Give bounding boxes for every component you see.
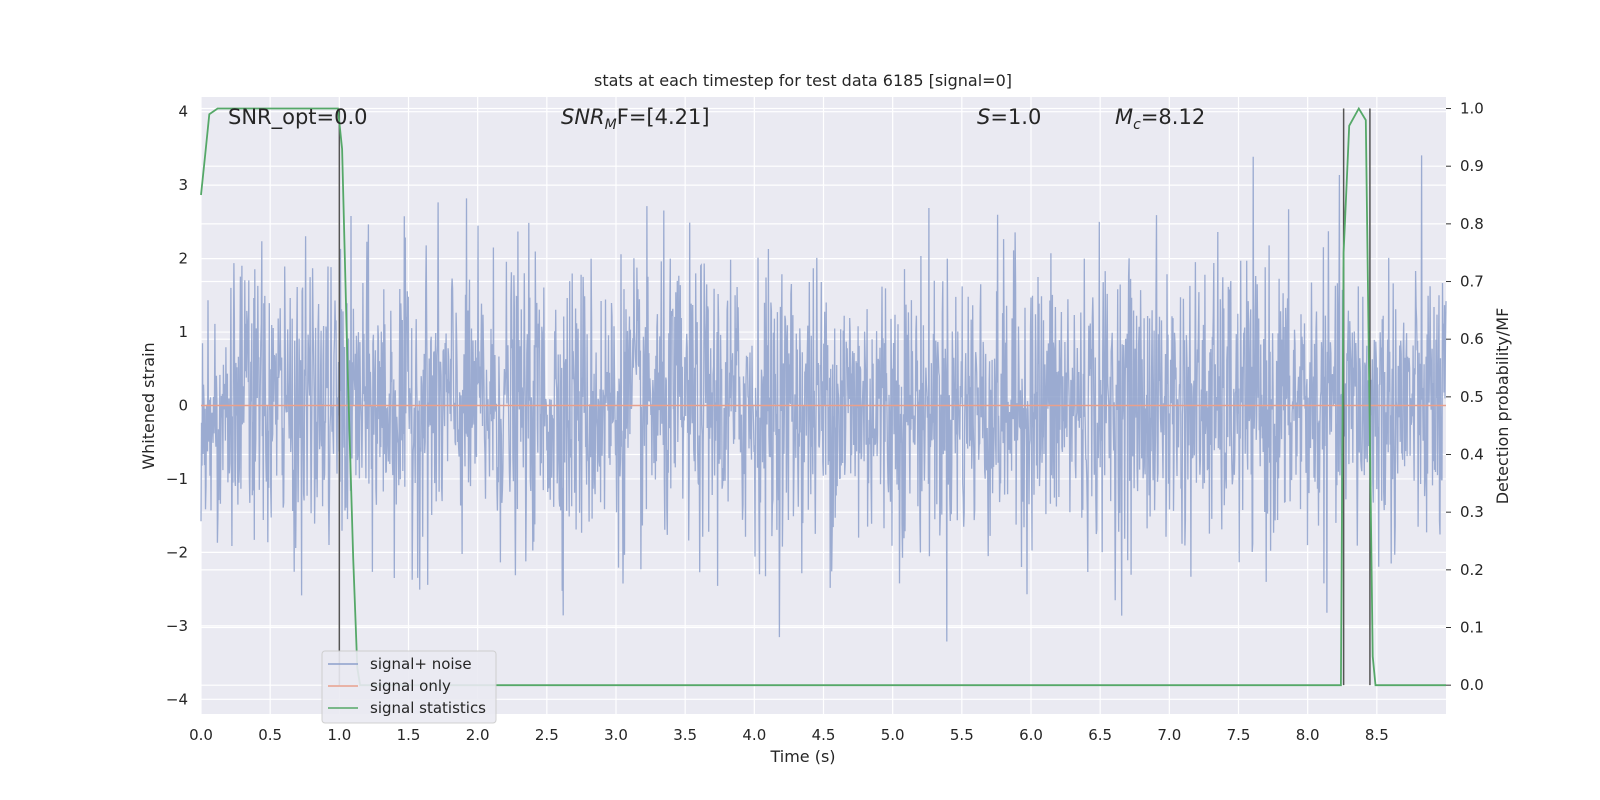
x-tick-label: 8.5 bbox=[1365, 726, 1389, 744]
y-tick-labels: 4 3 2 1 0 −1 −2 −3 −4 bbox=[166, 103, 188, 709]
x-tick-label: 0.0 bbox=[189, 726, 213, 744]
x-tick-label: 7.5 bbox=[1227, 726, 1251, 744]
y-tick-label: 2 bbox=[178, 250, 188, 268]
y-tick-label: −2 bbox=[166, 543, 188, 561]
annotation-s: S=1.0 bbox=[977, 105, 1041, 129]
x-tick-label: 3.5 bbox=[673, 726, 697, 744]
y-right-tick-label: 0.0 bbox=[1460, 676, 1484, 694]
x-tick-label: 7.0 bbox=[1157, 726, 1181, 744]
y-tick-label: 1 bbox=[178, 323, 188, 341]
y-tick-label: −3 bbox=[166, 617, 188, 635]
x-tick-label: 2.5 bbox=[535, 726, 559, 744]
x-tick-label: 5.5 bbox=[950, 726, 974, 744]
y-right-tick-label: 0.8 bbox=[1460, 215, 1484, 233]
legend: signal+ noise signal only signal statist… bbox=[321, 650, 497, 724]
legend-label-statistics: signal statistics bbox=[370, 699, 486, 717]
x-tick-label: 4.5 bbox=[812, 726, 836, 744]
x-tick-label: 3.0 bbox=[604, 726, 628, 744]
y-right-tick-label: 0.7 bbox=[1460, 273, 1484, 291]
y-right-tick-label: 1.0 bbox=[1460, 100, 1484, 118]
chart-title: stats at each timestep for test data 618… bbox=[594, 71, 1012, 90]
x-tick-labels: 0.0 0.5 1.0 1.5 2.0 2.5 3.0 3.5 4.0 4.5 5.0 5.5 6.0 6… bbox=[189, 726, 1389, 744]
y-tick-label: −1 bbox=[166, 470, 188, 488]
y-right-tick-label: 0.5 bbox=[1460, 388, 1484, 406]
annotation-snr-mf: SNRMF=[4.21] bbox=[561, 105, 710, 133]
y-right-tick-label: 0.6 bbox=[1460, 330, 1484, 348]
y-tick-label: 3 bbox=[178, 176, 188, 194]
y-right-axis-label: Detection probability/MF bbox=[1493, 308, 1512, 505]
y-tick-label: 4 bbox=[178, 103, 188, 121]
x-tick-label: 8.0 bbox=[1296, 726, 1320, 744]
y-right-tick-labels: 1.0 0.9 0.8 0.7 0.6 0.5 0.4 0.3 0.2 0.1 0.0 bbox=[1446, 100, 1484, 694]
x-tick-label: 2.0 bbox=[466, 726, 490, 744]
y-right-tick-label: 0.3 bbox=[1460, 503, 1484, 521]
y-right-tick-label: 0.9 bbox=[1460, 157, 1484, 175]
annotation-mc: Mc=8.12 bbox=[1115, 105, 1205, 133]
series-signal-noise bbox=[200, 155, 1447, 642]
x-tick-label: 6.0 bbox=[1019, 726, 1043, 744]
x-tick-label: 6.5 bbox=[1088, 726, 1112, 744]
x-tick-label: 0.5 bbox=[258, 726, 282, 744]
x-tick-label: 4.0 bbox=[742, 726, 766, 744]
legend-label-signal-only: signal only bbox=[370, 677, 451, 695]
x-tick-label: 1.5 bbox=[397, 726, 421, 744]
x-tick-label: 1.0 bbox=[327, 726, 351, 744]
x-tick-label: 5.0 bbox=[881, 726, 905, 744]
legend-box bbox=[321, 650, 497, 724]
legend-label-noise: signal+ noise bbox=[370, 655, 472, 673]
noise-line bbox=[200, 155, 1447, 642]
annotation-snr-opt: SNR_opt=0.0 bbox=[228, 105, 368, 130]
y-right-tick-label: 0.1 bbox=[1460, 619, 1484, 637]
x-axis-label: Time (s) bbox=[769, 747, 835, 766]
y-tick-label: −4 bbox=[166, 690, 188, 708]
y-right-tick-label: 0.2 bbox=[1460, 561, 1484, 579]
y-axis-label: Whitened strain bbox=[139, 342, 158, 469]
y-tick-label: 0 bbox=[178, 397, 188, 415]
y-right-tick-label: 0.4 bbox=[1460, 446, 1484, 464]
